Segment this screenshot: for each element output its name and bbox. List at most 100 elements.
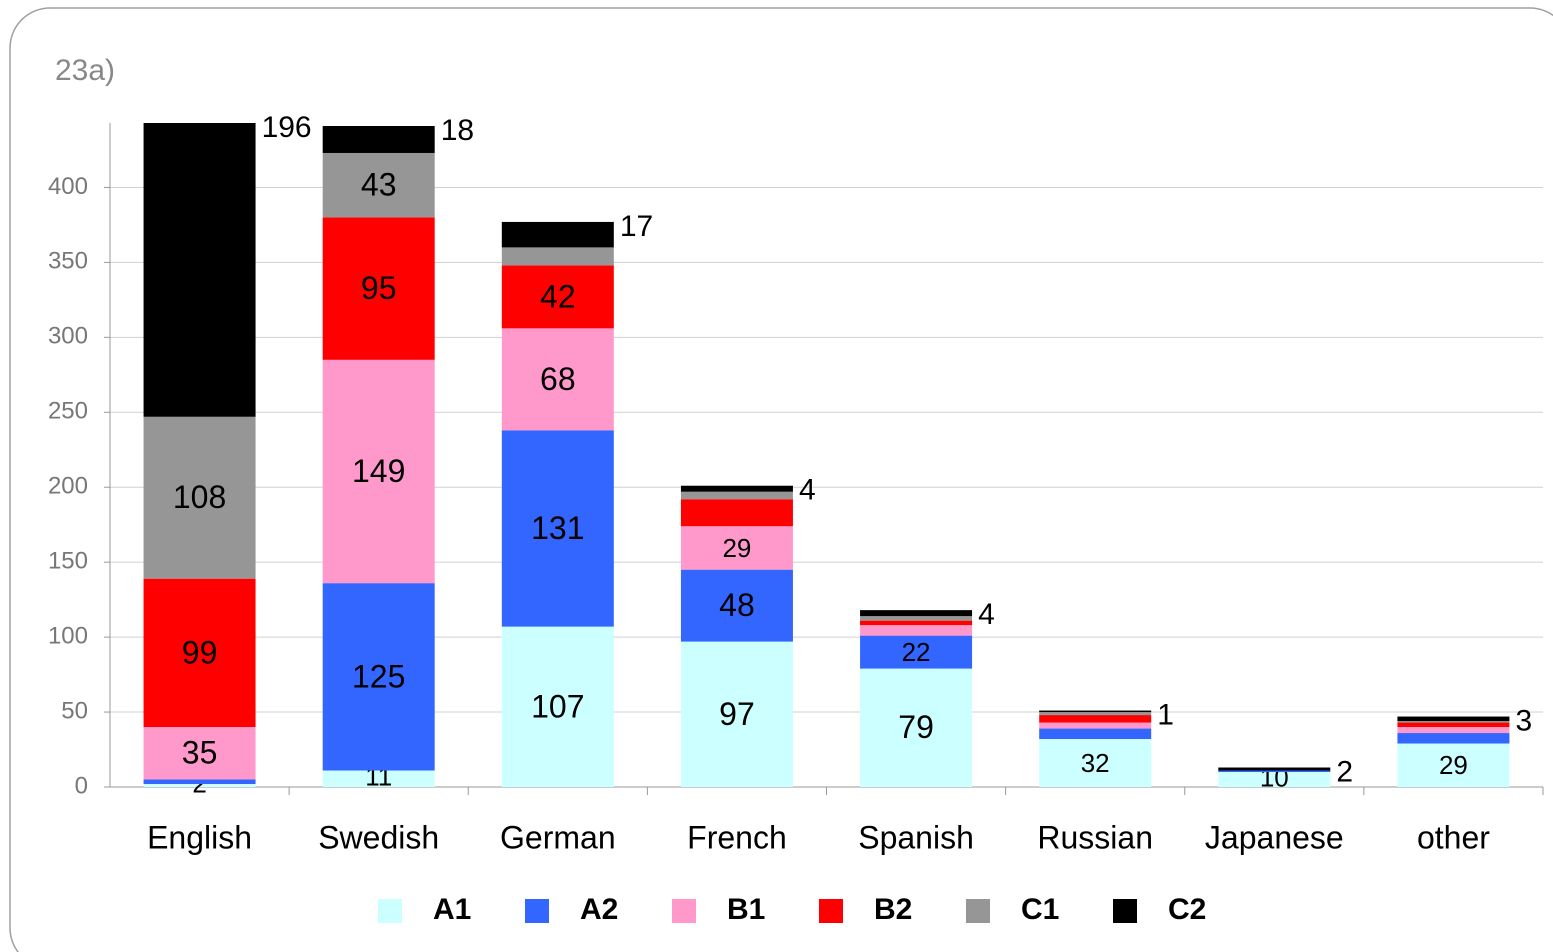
y-tick-label: 0 bbox=[75, 772, 88, 799]
bar-segment bbox=[1397, 716, 1510, 722]
data-label: 125 bbox=[352, 658, 405, 694]
bar-segment bbox=[501, 221, 614, 248]
x-tick-label: Russian bbox=[1037, 819, 1153, 855]
data-label: 68 bbox=[540, 361, 576, 397]
data-label: 107 bbox=[531, 688, 584, 724]
bar-segment bbox=[322, 125, 435, 153]
legend-label: A2 bbox=[580, 893, 618, 926]
data-label: 131 bbox=[531, 510, 584, 546]
y-tick-label: 250 bbox=[48, 398, 88, 425]
data-label: 1 bbox=[1157, 698, 1174, 731]
legend-label: B2 bbox=[874, 893, 912, 926]
legend-swatch bbox=[966, 899, 990, 923]
legend-label: A1 bbox=[433, 893, 471, 926]
legend-swatch bbox=[1113, 899, 1137, 923]
bar-segment bbox=[501, 626, 614, 787]
bar-segment bbox=[860, 668, 973, 787]
data-label: 48 bbox=[719, 587, 755, 623]
data-label: 108 bbox=[173, 479, 226, 515]
bar-segment bbox=[1218, 770, 1331, 773]
y-tick-label: 150 bbox=[48, 548, 88, 575]
data-label: 10 bbox=[1260, 762, 1289, 792]
bar-segment bbox=[860, 635, 973, 669]
bar-segment bbox=[680, 485, 793, 492]
legend-swatch bbox=[819, 899, 843, 923]
data-label: 2 bbox=[1336, 755, 1353, 788]
legend-swatch bbox=[525, 899, 549, 923]
data-label: 4 bbox=[978, 598, 995, 631]
bar-segment bbox=[501, 430, 614, 627]
data-label: 99 bbox=[182, 634, 218, 670]
y-tick-label: 400 bbox=[48, 173, 88, 200]
y-tick-label: 100 bbox=[48, 622, 88, 649]
data-label: 79 bbox=[898, 709, 934, 745]
chart-title: 23a) bbox=[55, 54, 115, 87]
bar-segment bbox=[1397, 721, 1510, 723]
data-label: 17 bbox=[620, 210, 653, 243]
y-tick-label: 200 bbox=[48, 473, 88, 500]
bar-segment bbox=[860, 610, 973, 617]
x-tick-label: Spanish bbox=[858, 819, 974, 855]
legend-label: C2 bbox=[1168, 893, 1206, 926]
data-label: 43 bbox=[361, 167, 397, 203]
data-label: 97 bbox=[719, 696, 755, 732]
bar-segment bbox=[680, 641, 793, 787]
bar-segment bbox=[1039, 715, 1152, 723]
bar-segment bbox=[680, 526, 793, 570]
bar-segment bbox=[322, 217, 435, 360]
x-tick-label: Japanese bbox=[1205, 819, 1344, 855]
data-label: 4 bbox=[799, 474, 816, 507]
bar-segment bbox=[1039, 712, 1152, 716]
bar-segment bbox=[860, 616, 973, 621]
data-label: 196 bbox=[262, 111, 312, 144]
y-tick-label: 300 bbox=[48, 323, 88, 350]
data-label: 18 bbox=[441, 114, 474, 147]
x-tick-label: English bbox=[147, 819, 252, 855]
y-tick-label: 350 bbox=[48, 248, 88, 275]
bar-segment bbox=[143, 123, 256, 417]
bar-segment bbox=[1039, 710, 1152, 713]
y-tick-label: 50 bbox=[61, 697, 88, 724]
x-tick-label: other bbox=[1417, 819, 1490, 855]
bar-segment bbox=[680, 499, 793, 527]
bar-segment bbox=[1039, 728, 1152, 740]
data-label: 35 bbox=[182, 735, 218, 771]
bar-segment bbox=[143, 784, 256, 787]
data-label: 95 bbox=[361, 270, 397, 306]
bar-segment bbox=[1397, 733, 1510, 744]
data-label: 32 bbox=[1081, 748, 1110, 778]
bar-segment bbox=[860, 625, 973, 636]
bar-segment bbox=[1397, 722, 1510, 728]
bar-segment bbox=[322, 770, 435, 787]
bar-segment bbox=[143, 779, 256, 785]
legend-swatch bbox=[378, 899, 402, 923]
legend-label: B1 bbox=[727, 893, 765, 926]
data-label: 29 bbox=[722, 533, 751, 563]
bar-segment bbox=[501, 265, 614, 329]
bar-segment bbox=[860, 620, 973, 626]
bar-segment bbox=[1039, 739, 1152, 787]
legend-label: C1 bbox=[1021, 893, 1059, 926]
bar-segment bbox=[1218, 767, 1331, 771]
bar-segment bbox=[680, 569, 793, 642]
x-tick-label: French bbox=[687, 819, 787, 855]
bar-segment bbox=[143, 416, 256, 579]
bar-segment bbox=[680, 491, 793, 500]
bar-segment bbox=[143, 727, 256, 780]
bar-segment bbox=[1039, 722, 1152, 729]
bar-segment bbox=[322, 583, 435, 771]
bar-segment bbox=[501, 328, 614, 431]
bar-segment bbox=[143, 578, 256, 728]
data-label: 29 bbox=[1439, 750, 1468, 780]
bar-segment bbox=[1397, 743, 1510, 787]
data-label: 3 bbox=[1515, 704, 1532, 737]
bar-segment bbox=[501, 247, 614, 266]
legend-swatch bbox=[672, 899, 696, 923]
x-tick-label: Swedish bbox=[318, 819, 439, 855]
bar-segment bbox=[322, 359, 435, 584]
bar-segment bbox=[322, 152, 435, 218]
x-tick-label: German bbox=[500, 819, 616, 855]
bar-segment bbox=[1218, 772, 1331, 787]
bar-segment bbox=[1397, 727, 1510, 734]
